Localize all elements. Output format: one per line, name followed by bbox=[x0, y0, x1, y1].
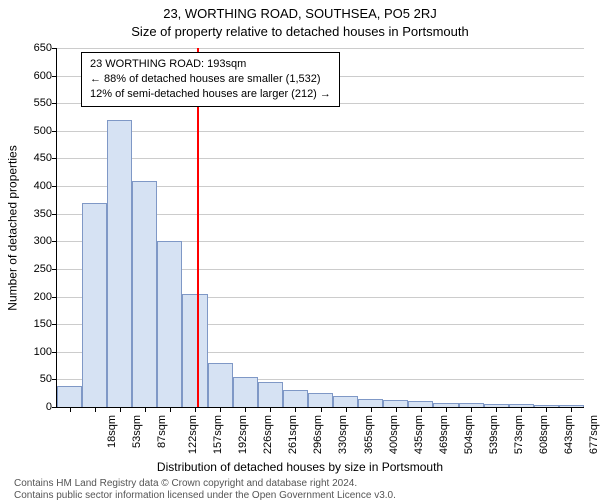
x-tick-label: 192sqm bbox=[237, 415, 249, 454]
y-tick-label: 450 bbox=[20, 152, 52, 164]
title-line-1: 23, WORTHING ROAD, SOUTHSEA, PO5 2RJ bbox=[0, 6, 600, 21]
annotation-line-3: 12% of semi-detached houses are larger (… bbox=[90, 87, 331, 102]
y-tick-label: 600 bbox=[20, 70, 52, 82]
footer-line-1: Contains HM Land Registry data © Crown c… bbox=[14, 478, 357, 489]
x-tick bbox=[371, 407, 372, 412]
y-tick bbox=[52, 214, 57, 215]
x-tick bbox=[295, 407, 296, 412]
y-tick bbox=[52, 76, 57, 77]
annotation-box: 23 WORTHING ROAD: 193sqm ← 88% of detach… bbox=[81, 52, 340, 107]
x-tick bbox=[546, 407, 547, 412]
y-tick bbox=[52, 158, 57, 159]
x-tick-label: 296sqm bbox=[312, 415, 324, 454]
bar bbox=[383, 400, 408, 407]
x-tick bbox=[446, 407, 447, 412]
bar bbox=[333, 396, 358, 407]
bar bbox=[82, 203, 107, 407]
x-tick bbox=[496, 407, 497, 412]
y-tick-label: 0 bbox=[20, 401, 52, 413]
y-tick-label: 250 bbox=[20, 263, 52, 275]
x-tick-label: 122sqm bbox=[187, 415, 199, 454]
bar bbox=[182, 294, 207, 407]
x-tick bbox=[571, 407, 572, 412]
x-tick bbox=[120, 407, 121, 412]
x-tick-label: 573sqm bbox=[513, 415, 525, 454]
x-tick bbox=[70, 407, 71, 412]
y-tick bbox=[52, 131, 57, 132]
x-tick-label: 469sqm bbox=[438, 415, 450, 454]
y-tick bbox=[52, 407, 57, 408]
y-tick bbox=[52, 241, 57, 242]
y-tick-label: 300 bbox=[20, 235, 52, 247]
annotation-line-2: ← 88% of detached houses are smaller (1,… bbox=[90, 72, 331, 87]
bar bbox=[107, 120, 132, 407]
bar bbox=[258, 382, 283, 407]
y-tick-label: 550 bbox=[20, 97, 52, 109]
x-tick bbox=[220, 407, 221, 412]
bar bbox=[233, 377, 258, 407]
grid-line bbox=[57, 48, 584, 49]
y-tick bbox=[52, 324, 57, 325]
bar bbox=[57, 386, 82, 407]
x-tick-label: 261sqm bbox=[287, 415, 299, 454]
x-tick bbox=[95, 407, 96, 412]
y-tick-label: 100 bbox=[20, 346, 52, 358]
grid-line bbox=[57, 158, 584, 159]
y-tick-label: 400 bbox=[20, 180, 52, 192]
x-tick bbox=[145, 407, 146, 412]
bar bbox=[358, 399, 383, 407]
x-tick-label: 157sqm bbox=[212, 415, 224, 454]
x-tick bbox=[471, 407, 472, 412]
grid-line bbox=[57, 131, 584, 132]
title-line-2: Size of property relative to detached ho… bbox=[0, 24, 600, 39]
x-tick-label: 677sqm bbox=[588, 415, 600, 454]
y-tick-label: 50 bbox=[20, 373, 52, 385]
x-tick bbox=[321, 407, 322, 412]
y-tick bbox=[52, 297, 57, 298]
bar bbox=[132, 181, 157, 407]
bar bbox=[208, 363, 233, 407]
y-tick-label: 500 bbox=[20, 125, 52, 137]
y-tick bbox=[52, 186, 57, 187]
x-tick bbox=[245, 407, 246, 412]
bar bbox=[157, 241, 182, 407]
y-tick bbox=[52, 269, 57, 270]
y-tick bbox=[52, 352, 57, 353]
x-axis-label: Distribution of detached houses by size … bbox=[0, 460, 600, 474]
footer-line-2: Contains public sector information licen… bbox=[14, 490, 396, 500]
x-tick-label: 18sqm bbox=[106, 415, 118, 448]
x-tick bbox=[421, 407, 422, 412]
x-tick-label: 608sqm bbox=[538, 415, 550, 454]
y-tick bbox=[52, 48, 57, 49]
x-tick bbox=[346, 407, 347, 412]
annotation-line-1: 23 WORTHING ROAD: 193sqm bbox=[90, 57, 331, 72]
y-tick bbox=[52, 379, 57, 380]
x-tick-label: 365sqm bbox=[363, 415, 375, 454]
x-tick-label: 330sqm bbox=[338, 415, 350, 454]
y-tick bbox=[52, 103, 57, 104]
x-tick bbox=[170, 407, 171, 412]
x-tick-label: 643sqm bbox=[563, 415, 575, 454]
x-tick-label: 400sqm bbox=[388, 415, 400, 454]
bar bbox=[308, 393, 333, 407]
x-tick-label: 435sqm bbox=[413, 415, 425, 454]
plot-area: 23 WORTHING ROAD: 193sqm ← 88% of detach… bbox=[56, 48, 584, 408]
x-tick bbox=[396, 407, 397, 412]
x-tick-label: 53sqm bbox=[131, 415, 143, 448]
x-tick-label: 504sqm bbox=[463, 415, 475, 454]
y-tick-label: 650 bbox=[20, 42, 52, 54]
y-tick-label: 200 bbox=[20, 291, 52, 303]
x-tick bbox=[270, 407, 271, 412]
bar bbox=[283, 390, 308, 407]
x-tick bbox=[521, 407, 522, 412]
x-tick-label: 226sqm bbox=[262, 415, 274, 454]
y-axis-label: Number of detached properties bbox=[6, 48, 20, 408]
x-tick-label: 539sqm bbox=[488, 415, 500, 454]
y-tick-label: 350 bbox=[20, 208, 52, 220]
x-tick-label: 87sqm bbox=[156, 415, 168, 448]
chart-container: 23, WORTHING ROAD, SOUTHSEA, PO5 2RJ Siz… bbox=[0, 0, 600, 500]
x-tick bbox=[195, 407, 196, 412]
y-tick-label: 150 bbox=[20, 318, 52, 330]
